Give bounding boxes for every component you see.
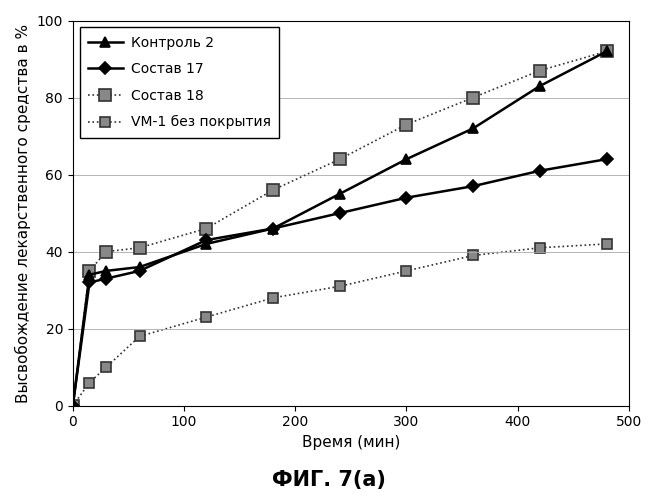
VM-1 без покрытия: [336, 284, 344, 290]
Состав 17: [602, 156, 610, 162]
Контроль 2: [102, 268, 110, 274]
VM-1 без покрытия: [602, 241, 610, 247]
Контроль 2: [69, 402, 77, 408]
VM-1 без покрытия: [85, 380, 93, 386]
Контроль 2: [85, 272, 93, 278]
X-axis label: Время (мин): Время (мин): [302, 435, 400, 450]
Контроль 2: [202, 241, 210, 247]
Состав 18: [135, 245, 143, 251]
Контроль 2: [269, 226, 277, 232]
Состав 17: [85, 280, 93, 285]
Контроль 2: [602, 48, 610, 54]
Контроль 2: [135, 264, 143, 270]
VM-1 без покрытия: [135, 334, 143, 340]
Состав 18: [469, 94, 477, 100]
Контроль 2: [469, 126, 477, 132]
Состав 18: [69, 402, 77, 408]
Состав 17: [202, 237, 210, 243]
VM-1 без покрытия: [403, 268, 411, 274]
Состав 18: [536, 68, 544, 73]
VM-1 без покрытия: [102, 364, 110, 370]
Состав 17: [403, 194, 411, 200]
Line: Состав 17: Состав 17: [68, 155, 611, 410]
Состав 17: [69, 402, 77, 408]
Состав 17: [135, 268, 143, 274]
VM-1 без покрытия: [536, 245, 544, 251]
Состав 17: [536, 168, 544, 173]
Состав 17: [269, 226, 277, 232]
VM-1 без покрытия: [269, 295, 277, 301]
Контроль 2: [536, 83, 544, 89]
Состав 18: [202, 226, 210, 232]
Контроль 2: [336, 191, 344, 197]
Legend: Контроль 2, Состав 17, Состав 18, VM-1 без покрытия: Контроль 2, Состав 17, Состав 18, VM-1 б…: [79, 28, 279, 138]
Состав 17: [336, 210, 344, 216]
Line: VM-1 без покрытия: VM-1 без покрытия: [68, 239, 612, 410]
Состав 18: [85, 268, 93, 274]
Состав 18: [269, 187, 277, 193]
VM-1 без покрытия: [202, 314, 210, 320]
Состав 18: [336, 156, 344, 162]
Text: ФИГ. 7(а): ФИГ. 7(а): [271, 470, 386, 490]
VM-1 без покрытия: [469, 252, 477, 258]
Состав 18: [102, 248, 110, 254]
Состав 17: [102, 276, 110, 281]
VM-1 без покрытия: [69, 402, 77, 408]
Line: Состав 18: Состав 18: [67, 46, 612, 412]
Y-axis label: Высвобождение лекарственного средства в %: Высвобождение лекарственного средства в …: [15, 24, 31, 402]
Контроль 2: [403, 156, 411, 162]
Состав 18: [403, 122, 411, 128]
Line: Контроль 2: Контроль 2: [68, 46, 612, 410]
Состав 18: [602, 48, 610, 54]
Состав 17: [469, 183, 477, 189]
